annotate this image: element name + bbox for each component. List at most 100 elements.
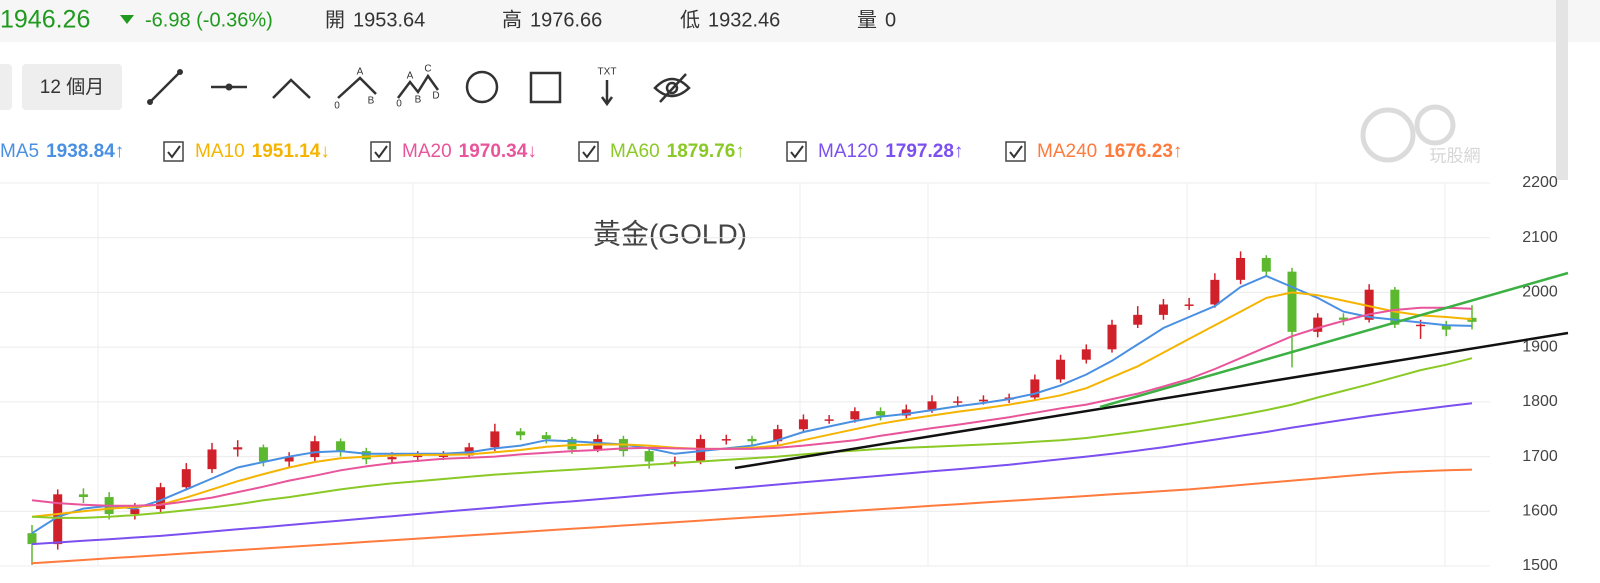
stat-value: 0 xyxy=(885,9,896,31)
candle-body xyxy=(336,441,346,452)
trend-line[interactable] xyxy=(734,331,1569,470)
ma-value: 1879.76↑ xyxy=(667,141,745,162)
stat-label: 低 xyxy=(680,8,700,31)
ma-line xyxy=(31,468,1473,565)
y-tick-label: 2200 xyxy=(1522,174,1558,191)
candle-body xyxy=(361,451,371,460)
candle-body xyxy=(490,431,500,448)
candle-body xyxy=(27,533,37,545)
scrollbar xyxy=(1556,0,1568,180)
candle-body xyxy=(310,441,320,458)
ma-value: 1938.84↑ xyxy=(46,141,124,162)
icon-label: C xyxy=(424,64,431,75)
checkbox-box xyxy=(163,141,184,162)
prev-button[interactable] xyxy=(0,64,12,110)
ma-line xyxy=(31,402,1473,546)
candle-body xyxy=(850,411,860,420)
circle-tool[interactable] xyxy=(465,70,499,104)
icon-label: B xyxy=(415,95,422,106)
ma-value: 1797.28↑ xyxy=(885,141,963,162)
period-label: 12 個月 xyxy=(40,76,104,98)
ma-name: MA5 xyxy=(0,141,39,162)
ma-checkbox[interactable] xyxy=(786,141,807,162)
candle-body xyxy=(1338,317,1348,320)
candle-body xyxy=(387,457,397,460)
stat-label: 高 xyxy=(502,8,522,31)
ma-checkbox[interactable] xyxy=(370,141,391,162)
candle-body xyxy=(1287,271,1297,332)
candle-body xyxy=(438,455,448,457)
ma-name: MA120 xyxy=(818,141,878,162)
candle-body xyxy=(1184,304,1194,306)
plot xyxy=(27,251,1477,565)
text-tool[interactable]: TXT xyxy=(598,67,617,107)
stat-value: 1932.46 xyxy=(708,9,780,31)
candle-body xyxy=(1467,317,1477,322)
checkbox-tick xyxy=(790,145,804,159)
ma-value: 1951.14↓ xyxy=(252,141,330,162)
icon-label: 0 xyxy=(396,99,402,110)
ma-checkbox[interactable] xyxy=(1005,141,1026,162)
grid: 1500 1600 1700 1800 1900 2000 2100 2200 xyxy=(0,174,1558,574)
y-tick-label: 1500 xyxy=(1522,557,1558,574)
header-bar xyxy=(0,0,1600,42)
candle-body xyxy=(53,494,63,545)
hide-tool[interactable] xyxy=(653,73,691,103)
period-button[interactable] xyxy=(22,64,122,110)
icon-label: A xyxy=(407,71,414,82)
stats: 開 1953.64 高 1976.66 低 1932.46 量 0 xyxy=(325,8,896,31)
down-arrow xyxy=(120,15,134,24)
candle-body xyxy=(233,447,243,450)
candle-body xyxy=(901,409,911,416)
candle-body xyxy=(284,457,294,462)
ma-checkbox[interactable] xyxy=(163,141,184,162)
ma-value: 1970.34↓ xyxy=(459,141,537,162)
y-tick-label: 2000 xyxy=(1522,284,1558,301)
stat-value: 1976.66 xyxy=(530,9,602,31)
chart-title: 黃金(GOLD) xyxy=(593,218,747,249)
candle-body xyxy=(1390,289,1400,325)
candle-body xyxy=(1107,324,1117,350)
y-tick-label: 1700 xyxy=(1522,448,1558,465)
ma-name: MA20 xyxy=(402,141,452,162)
price-change: -6.98 (-0.36%) xyxy=(145,9,273,31)
candle-body xyxy=(1261,257,1271,272)
ma-name: MA240 xyxy=(1037,141,1097,162)
candle-body xyxy=(747,439,757,442)
checkbox-box xyxy=(370,141,391,162)
candle-body xyxy=(413,455,423,458)
rect-tool[interactable] xyxy=(529,71,562,104)
line-tool[interactable] xyxy=(147,69,183,105)
icon-label: 0 xyxy=(334,101,340,112)
candle-body xyxy=(78,494,88,498)
icon-label: A xyxy=(357,67,364,78)
candle-body xyxy=(1236,257,1246,280)
ma-line xyxy=(31,306,1473,507)
price: 1946.26 xyxy=(0,6,90,34)
candle-body xyxy=(516,431,526,436)
candle-body xyxy=(1313,317,1323,332)
watermark: 玩股網 xyxy=(1360,104,1481,165)
trend-line[interactable] xyxy=(1099,271,1569,409)
ma-legend: MA5 1938.84↑ MA10 1951.14↓ MA20 1970.34↓ MA60 1… xyxy=(0,141,1182,162)
stat-value: 1953.64 xyxy=(353,9,425,31)
ma-line xyxy=(31,274,1473,535)
hline-tool[interactable] xyxy=(211,83,247,91)
candle-body xyxy=(541,435,551,440)
icon-label: D xyxy=(432,91,439,102)
abc-tool[interactable]: A 0 B xyxy=(334,67,377,112)
ma-checkbox[interactable] xyxy=(578,141,599,162)
abcd-tool[interactable]: A C 0 B D xyxy=(396,64,439,110)
ma-value: 1676.23↑ xyxy=(1104,141,1182,162)
ma-name: MA10 xyxy=(195,141,245,162)
ma-name: MA60 xyxy=(610,141,660,162)
candle-body xyxy=(927,401,937,410)
y-tick-label: 1600 xyxy=(1522,503,1558,520)
candle-body xyxy=(258,447,268,462)
candle-body xyxy=(953,401,963,403)
angle-tool[interactable] xyxy=(272,78,311,99)
ma-line xyxy=(31,357,1473,519)
y-tick-label: 2100 xyxy=(1522,229,1558,246)
icon-label: B xyxy=(368,96,375,107)
